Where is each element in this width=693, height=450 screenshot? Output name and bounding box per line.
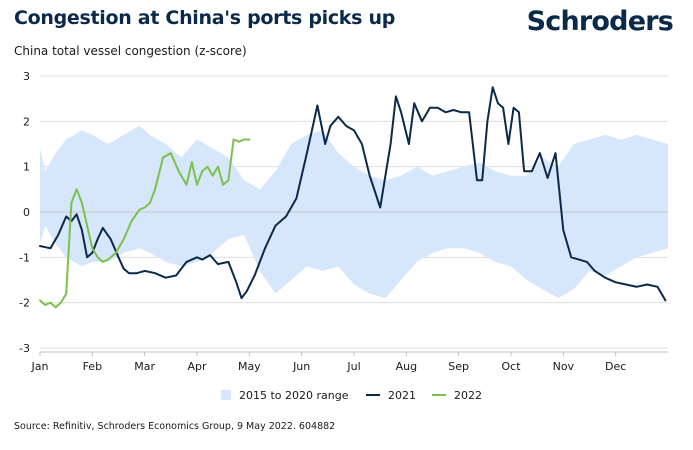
y-tick-label: 2 [23,115,30,128]
x-tick-label: Mar [134,360,155,373]
x-tick-label: May [238,360,261,373]
x-tick-label: Jul [346,360,360,373]
brand-logo: Schroders [526,6,674,37]
y-tick-label: -2 [19,297,30,310]
y-tick-label: 0 [23,206,30,219]
line-chart: 3 2 1 0 -1 -2 -3 Jan Feb Mar Apr May Jun Jul Aug Sep Oc… [19,70,668,402]
x-tick-label: Jan [31,360,49,373]
x-tick-label: Apr [187,360,207,373]
x-axis: Jan Feb Mar Apr May Jun Jul Aug Sep Oct Nov Dec [31,351,668,373]
series-line-2021 [39,86,667,302]
x-tick-label: Nov [553,360,575,373]
x-tick-label: Sep [448,360,469,373]
x-tick-label: Dec [605,360,626,373]
x-tick-label: Jun [292,360,310,373]
y-tick-label: 3 [23,70,30,83]
chart-subtitle: China total vessel congestion (z-score) [14,44,247,58]
y-axis: 3 2 1 0 -1 -2 -3 [19,70,30,355]
series-layer [39,86,667,309]
y-tick-label: -3 [19,342,30,355]
chart-title: Congestion at China's ports picks up [14,7,395,29]
legend: 2015 to 2020 range 2021 2022 [221,389,482,402]
legend-swatch-range [221,390,231,400]
legend-label-range: 2015 to 2020 range [239,389,349,402]
legend-label-2021: 2021 [388,389,416,402]
legend-label-2022: 2022 [454,389,482,402]
x-tick-label: Aug [396,360,417,373]
y-tick-label: -1 [19,251,30,264]
series-line-2022 [39,138,251,309]
x-tick-label: Feb [83,360,102,373]
y-tick-label: 1 [23,161,30,174]
source-note: Source: Refinitiv, Schroders Economics G… [14,421,336,432]
x-tick-label: Oct [501,360,521,373]
